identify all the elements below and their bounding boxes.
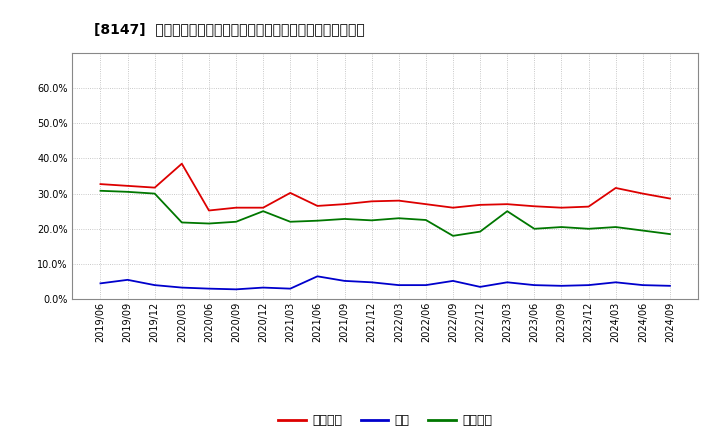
- Line: 売上債権: 売上債権: [101, 164, 670, 210]
- 在庫: [178, 285, 186, 290]
- 売上債権: [367, 199, 376, 204]
- Legend: 売上債権, 在庫, 買入債務: 売上債権, 在庫, 買入債務: [274, 409, 497, 432]
- 在庫: [204, 286, 213, 291]
- 買入債務: [665, 231, 674, 237]
- 売上債権: [204, 208, 213, 213]
- 買入債務: [150, 191, 159, 196]
- 在庫: [395, 282, 403, 288]
- 買入債務: [204, 221, 213, 226]
- 売上債権: [123, 183, 132, 188]
- 在庫: [259, 285, 268, 290]
- Line: 買入債務: 買入債務: [101, 191, 670, 236]
- 在庫: [96, 281, 105, 286]
- 在庫: [611, 280, 620, 285]
- 売上債権: [395, 198, 403, 203]
- 在庫: [313, 274, 322, 279]
- 買入債務: [584, 226, 593, 231]
- 在庫: [665, 283, 674, 289]
- 売上債権: [665, 196, 674, 201]
- 買入債務: [421, 217, 430, 223]
- 買入債務: [557, 224, 566, 230]
- 売上債権: [96, 181, 105, 187]
- 買入債務: [178, 220, 186, 225]
- Line: 在庫: 在庫: [101, 276, 670, 290]
- 在庫: [367, 280, 376, 285]
- 在庫: [232, 287, 240, 292]
- 買入債務: [395, 216, 403, 221]
- 売上債権: [557, 205, 566, 210]
- 売上債権: [584, 204, 593, 209]
- 買入債務: [341, 216, 349, 222]
- 売上債権: [421, 202, 430, 207]
- 買入債務: [476, 229, 485, 234]
- 在庫: [421, 282, 430, 288]
- 売上債権: [611, 185, 620, 191]
- 在庫: [476, 284, 485, 290]
- 買入債務: [313, 218, 322, 224]
- 在庫: [503, 280, 511, 285]
- 買入債務: [286, 219, 294, 224]
- 売上債権: [286, 190, 294, 195]
- 売上債権: [232, 205, 240, 210]
- 売上債権: [503, 202, 511, 207]
- 在庫: [530, 282, 539, 288]
- 買入債務: [639, 228, 647, 233]
- 売上債権: [178, 161, 186, 166]
- 在庫: [584, 282, 593, 288]
- 在庫: [123, 277, 132, 282]
- 買入債務: [503, 209, 511, 214]
- 売上債権: [476, 202, 485, 208]
- 買入債務: [449, 233, 457, 238]
- 在庫: [341, 278, 349, 283]
- Text: [8147]  売上債権、在庫、買入債務の総資産に対する比率の推移: [8147] 売上債権、在庫、買入債務の総資産に対する比率の推移: [94, 22, 364, 36]
- 売上債権: [150, 185, 159, 190]
- 買入債務: [259, 209, 268, 214]
- 買入債務: [96, 188, 105, 194]
- 在庫: [286, 286, 294, 291]
- 買入債務: [123, 189, 132, 194]
- 売上債権: [449, 205, 457, 210]
- 買入債務: [611, 224, 620, 230]
- 売上債権: [313, 203, 322, 209]
- 在庫: [150, 282, 159, 288]
- 売上債権: [341, 202, 349, 207]
- 売上債権: [259, 205, 268, 210]
- 売上債権: [530, 204, 539, 209]
- 在庫: [449, 278, 457, 283]
- 売上債権: [639, 191, 647, 196]
- 在庫: [557, 283, 566, 289]
- 買入債務: [530, 226, 539, 231]
- 買入債務: [367, 218, 376, 223]
- 在庫: [639, 282, 647, 288]
- 買入債務: [232, 219, 240, 224]
